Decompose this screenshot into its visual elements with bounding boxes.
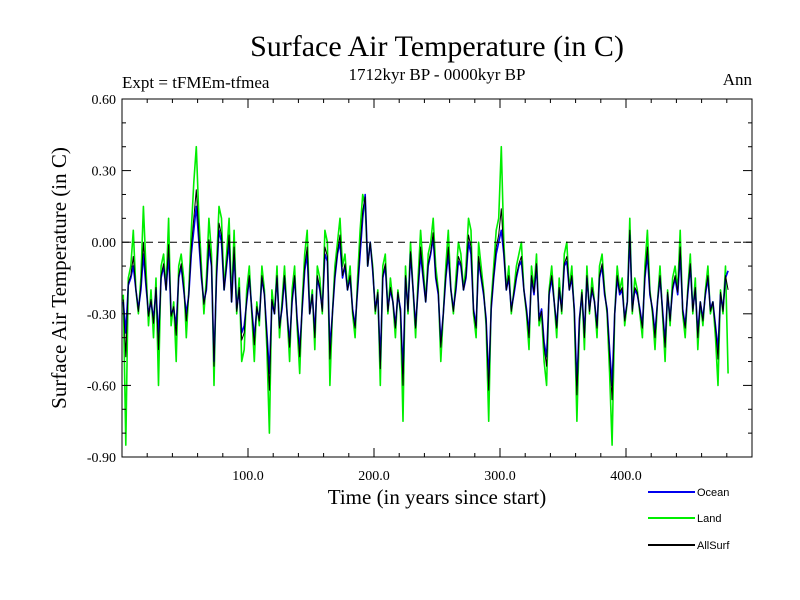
y-tick-label: -0.90 <box>87 451 116 466</box>
y-tick-label: 0.00 <box>92 236 117 251</box>
series-line-allsurf <box>122 189 729 401</box>
series-layer <box>122 145 729 446</box>
x-tick-label: 400.0 <box>610 469 642 484</box>
legend-label-allsurf: AllSurf <box>697 540 730 552</box>
x-axis-label: Time (in years since start) <box>328 485 547 509</box>
legend-item-land: Land <box>648 513 721 525</box>
x-tick-label: 100.0 <box>232 469 264 484</box>
chart-title: Surface Air Temperature (in C) <box>250 30 624 63</box>
y-tick-label: -0.60 <box>87 379 116 394</box>
season-label: Ann <box>723 70 753 89</box>
axis-ticks: 100.0 200.0 300.0 400.0 0.60 0.30 0.00 -0.30 -0.… <box>87 93 752 484</box>
x-tick-label: 300.0 <box>484 469 516 484</box>
legend-label-ocean: Ocean <box>697 487 729 499</box>
chart-subtitle: 1712kyr BP - 0000kyr BP <box>349 65 526 84</box>
legend-label-land: Land <box>697 513 721 525</box>
plot-area: 100.0 200.0 300.0 400.0 0.60 0.30 0.00 -0.30 -0.… <box>87 93 753 484</box>
legend-item-allsurf: AllSurf <box>648 540 730 552</box>
experiment-label: Expt = tFMEm-tfmea <box>122 73 270 92</box>
legend: Ocean Land AllSurf <box>648 487 730 552</box>
x-tick-label: 200.0 <box>358 469 390 484</box>
legend-item-ocean: Ocean <box>648 487 729 499</box>
y-tick-label: 0.60 <box>92 93 117 108</box>
y-tick-label: -0.30 <box>87 308 116 323</box>
y-tick-label: 0.30 <box>92 165 117 180</box>
plot-frame <box>121 98 753 458</box>
y-axis-label: Surface Air Temperature (in C) <box>47 147 71 409</box>
